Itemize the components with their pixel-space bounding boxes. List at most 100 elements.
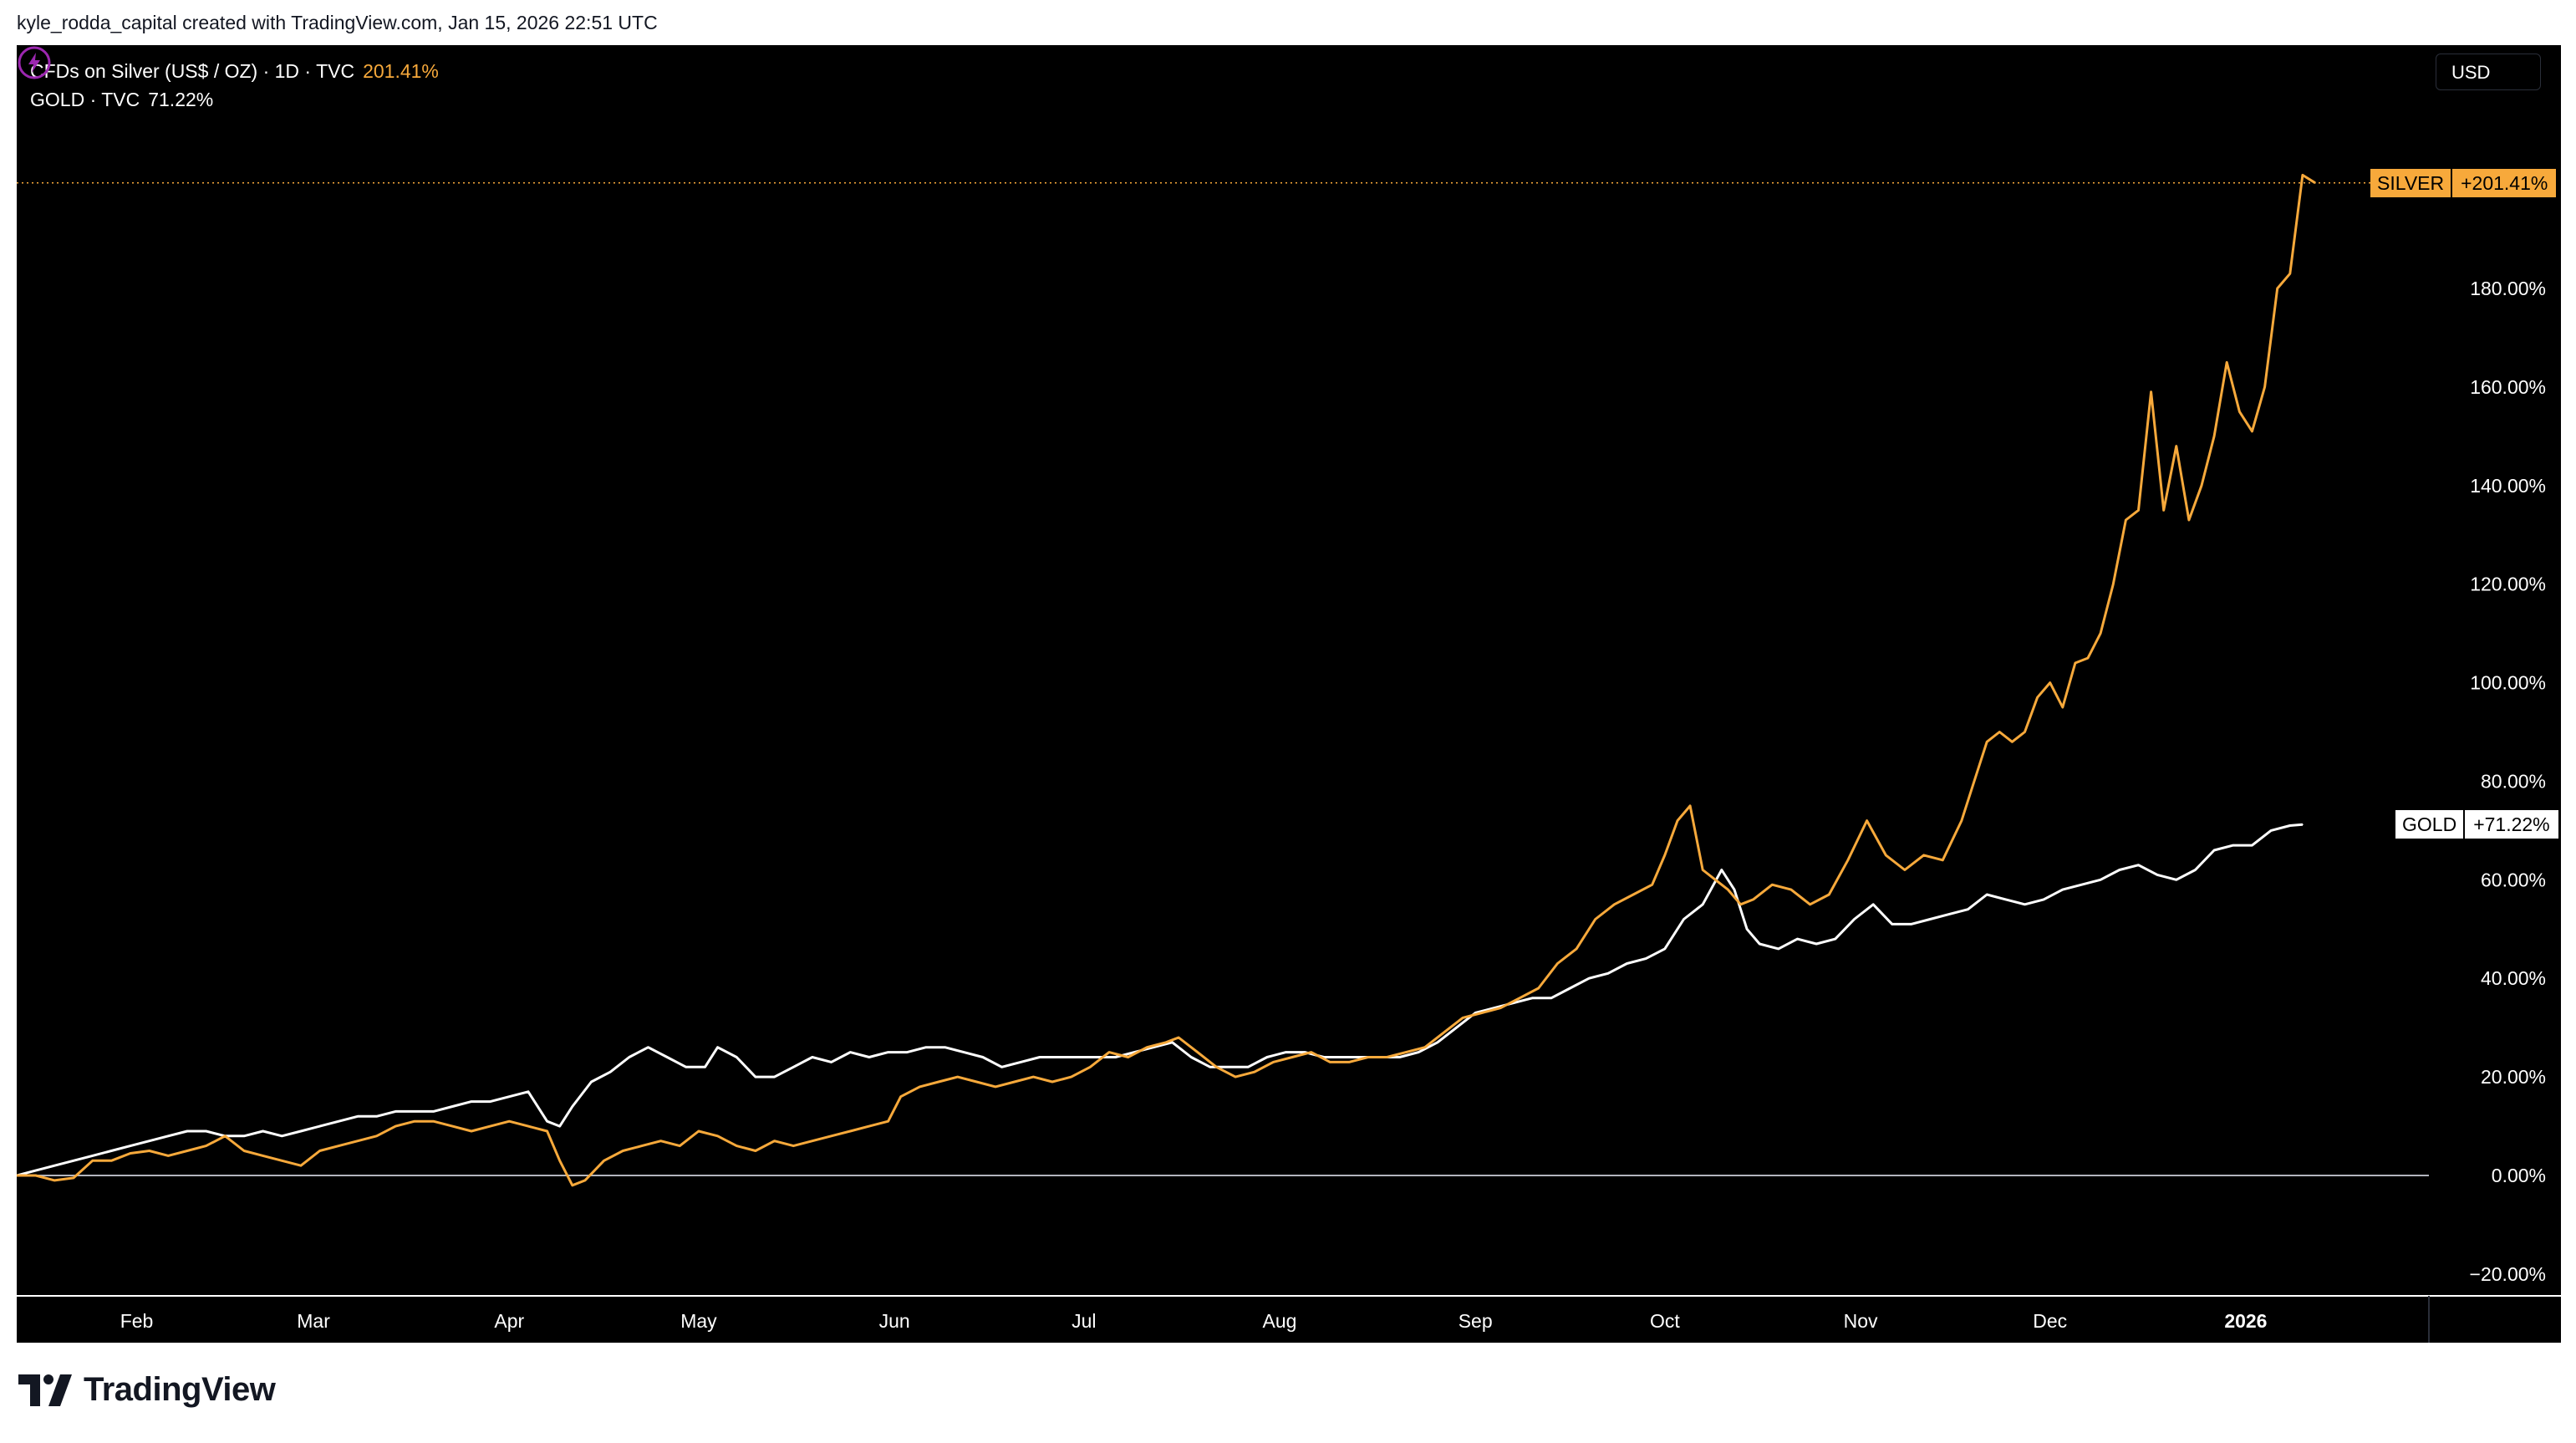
data-point-silver [2151, 391, 2152, 393]
data-point-silver [186, 1150, 188, 1152]
y-tick-label: 100.00% [2470, 672, 2546, 694]
legend-row-gold[interactable]: GOLD · TVC 71.22% [30, 85, 439, 114]
data-point-gold [755, 1076, 756, 1078]
data-point-silver [1462, 1017, 1464, 1019]
data-point-gold [92, 1155, 94, 1157]
x-tick-label: 2026 [2224, 1310, 2267, 1332]
data-point-silver [1443, 1032, 1445, 1033]
data-point-gold [2302, 823, 2304, 825]
data-point-silver [1715, 880, 1717, 881]
data-point-gold [452, 1106, 454, 1108]
data-point-silver [168, 1155, 170, 1157]
data-point-silver [1348, 1062, 1350, 1063]
legend-row-silver[interactable]: CFDs on Silver (US$ / OZ) · 1D · TVC 201.… [30, 57, 439, 85]
data-point-silver [1652, 884, 1653, 885]
y-tick-label: 40.00% [2481, 967, 2546, 989]
footer-logo[interactable]: TradingView [18, 1371, 275, 1409]
data-point-silver [1273, 1062, 1275, 1063]
data-point-gold [850, 1052, 852, 1053]
data-point-silver [1664, 854, 1666, 856]
data-point-gold [1531, 997, 1533, 999]
chart-legend: CFDs on Silver (US$ / OZ) · 1D · TVC 201.… [30, 57, 439, 114]
data-point-gold [471, 1101, 472, 1103]
data-point-gold [925, 1047, 927, 1048]
chart-svg[interactable]: −20.00% 0.00% 20.00% 40.00% 60.00% 80.00% 100.… [17, 45, 2561, 1343]
data-point-silver [2277, 288, 2278, 289]
data-point-silver [938, 1081, 939, 1083]
silver-badge-name: SILVER [2370, 169, 2451, 197]
data-point-silver [282, 1160, 283, 1162]
data-point-silver [319, 1150, 321, 1152]
data-point-gold [1645, 958, 1647, 960]
data-point-gold [1588, 977, 1590, 979]
data-point-silver [1291, 1057, 1293, 1058]
data-point-silver [1904, 869, 1906, 871]
data-point-gold [73, 1160, 74, 1162]
data-point-silver [206, 1145, 207, 1147]
data-point-silver [395, 1125, 397, 1127]
data-point-silver [547, 1130, 548, 1132]
data-point-silver [1740, 904, 1742, 905]
y-tick-label: 140.00% [2470, 475, 2546, 497]
data-point-silver [2264, 386, 2266, 388]
data-point-silver [2125, 519, 2127, 521]
x-tick-labels: Feb Mar Apr May Jun Jul Aug Sep Oct Nov Dec 2026 [120, 1310, 2268, 1332]
footer-brand-text: TradingView [84, 1371, 275, 1409]
data-point-gold [414, 1111, 415, 1113]
chart-panel[interactable]: −20.00% 0.00% 20.00% 40.00% 60.00% 80.00% 100.… [17, 45, 2561, 1343]
data-point-silver [1178, 1037, 1179, 1038]
data-point-gold [282, 1135, 283, 1137]
data-point-silver [559, 1160, 561, 1162]
y-tick-label: −20.00% [2470, 1263, 2546, 1285]
data-point-silver [2239, 411, 2241, 413]
data-point-gold [1190, 1057, 1192, 1058]
data-point-gold [2119, 869, 2120, 871]
data-point-gold [490, 1101, 491, 1103]
data-point-silver [1753, 899, 1754, 900]
data-point-gold [685, 1067, 687, 1068]
data-point-silver [1128, 1057, 1129, 1058]
data-point-silver [1424, 1047, 1426, 1048]
data-point-gold [130, 1145, 131, 1147]
data-point-gold [527, 1091, 529, 1093]
currency-button[interactable]: USD [2436, 54, 2541, 90]
data-point-silver [736, 1145, 738, 1147]
data-point-gold [1815, 943, 1817, 945]
data-point-gold [572, 1106, 573, 1108]
data-point-silver [793, 1145, 795, 1147]
data-point-gold [509, 1096, 511, 1098]
data-point-silver [717, 1135, 719, 1137]
data-point-silver [1999, 732, 2001, 733]
data-point-gold [357, 1116, 359, 1118]
data-point-silver [1519, 997, 1520, 999]
data-point-silver [1216, 1067, 1218, 1068]
data-point-silver [2113, 584, 2115, 585]
data-point-silver [433, 1120, 435, 1122]
data-point-silver [1847, 859, 1849, 861]
data-point-gold [648, 1047, 649, 1048]
data-point-silver [1071, 1076, 1072, 1078]
data-point-silver [527, 1125, 529, 1127]
data-point-gold [1096, 1057, 1097, 1058]
data-point-gold [1627, 963, 1628, 965]
data-point-gold [1968, 909, 1969, 910]
data-point-gold [944, 1047, 946, 1048]
data-point-gold [168, 1135, 170, 1137]
x-tick-label: May [680, 1310, 717, 1332]
data-point-silver [603, 1160, 605, 1162]
data-point-silver [1632, 894, 1634, 895]
data-point-silver [919, 1086, 921, 1088]
data-point-gold [111, 1150, 113, 1152]
data-point-gold [1437, 1042, 1438, 1043]
data-point-silver [471, 1130, 472, 1132]
lightning-icon[interactable] [17, 45, 52, 80]
data-point-silver [2049, 682, 2051, 684]
data-point-silver [623, 1150, 624, 1152]
data-point-silver [1689, 805, 1691, 807]
data-point-silver [376, 1135, 378, 1137]
tradingview-logo-icon [18, 1374, 74, 1406]
data-point-silver [1014, 1081, 1016, 1083]
data-point-gold [1986, 894, 1988, 895]
data-point-gold [2156, 874, 2158, 876]
data-point-silver [755, 1150, 756, 1152]
